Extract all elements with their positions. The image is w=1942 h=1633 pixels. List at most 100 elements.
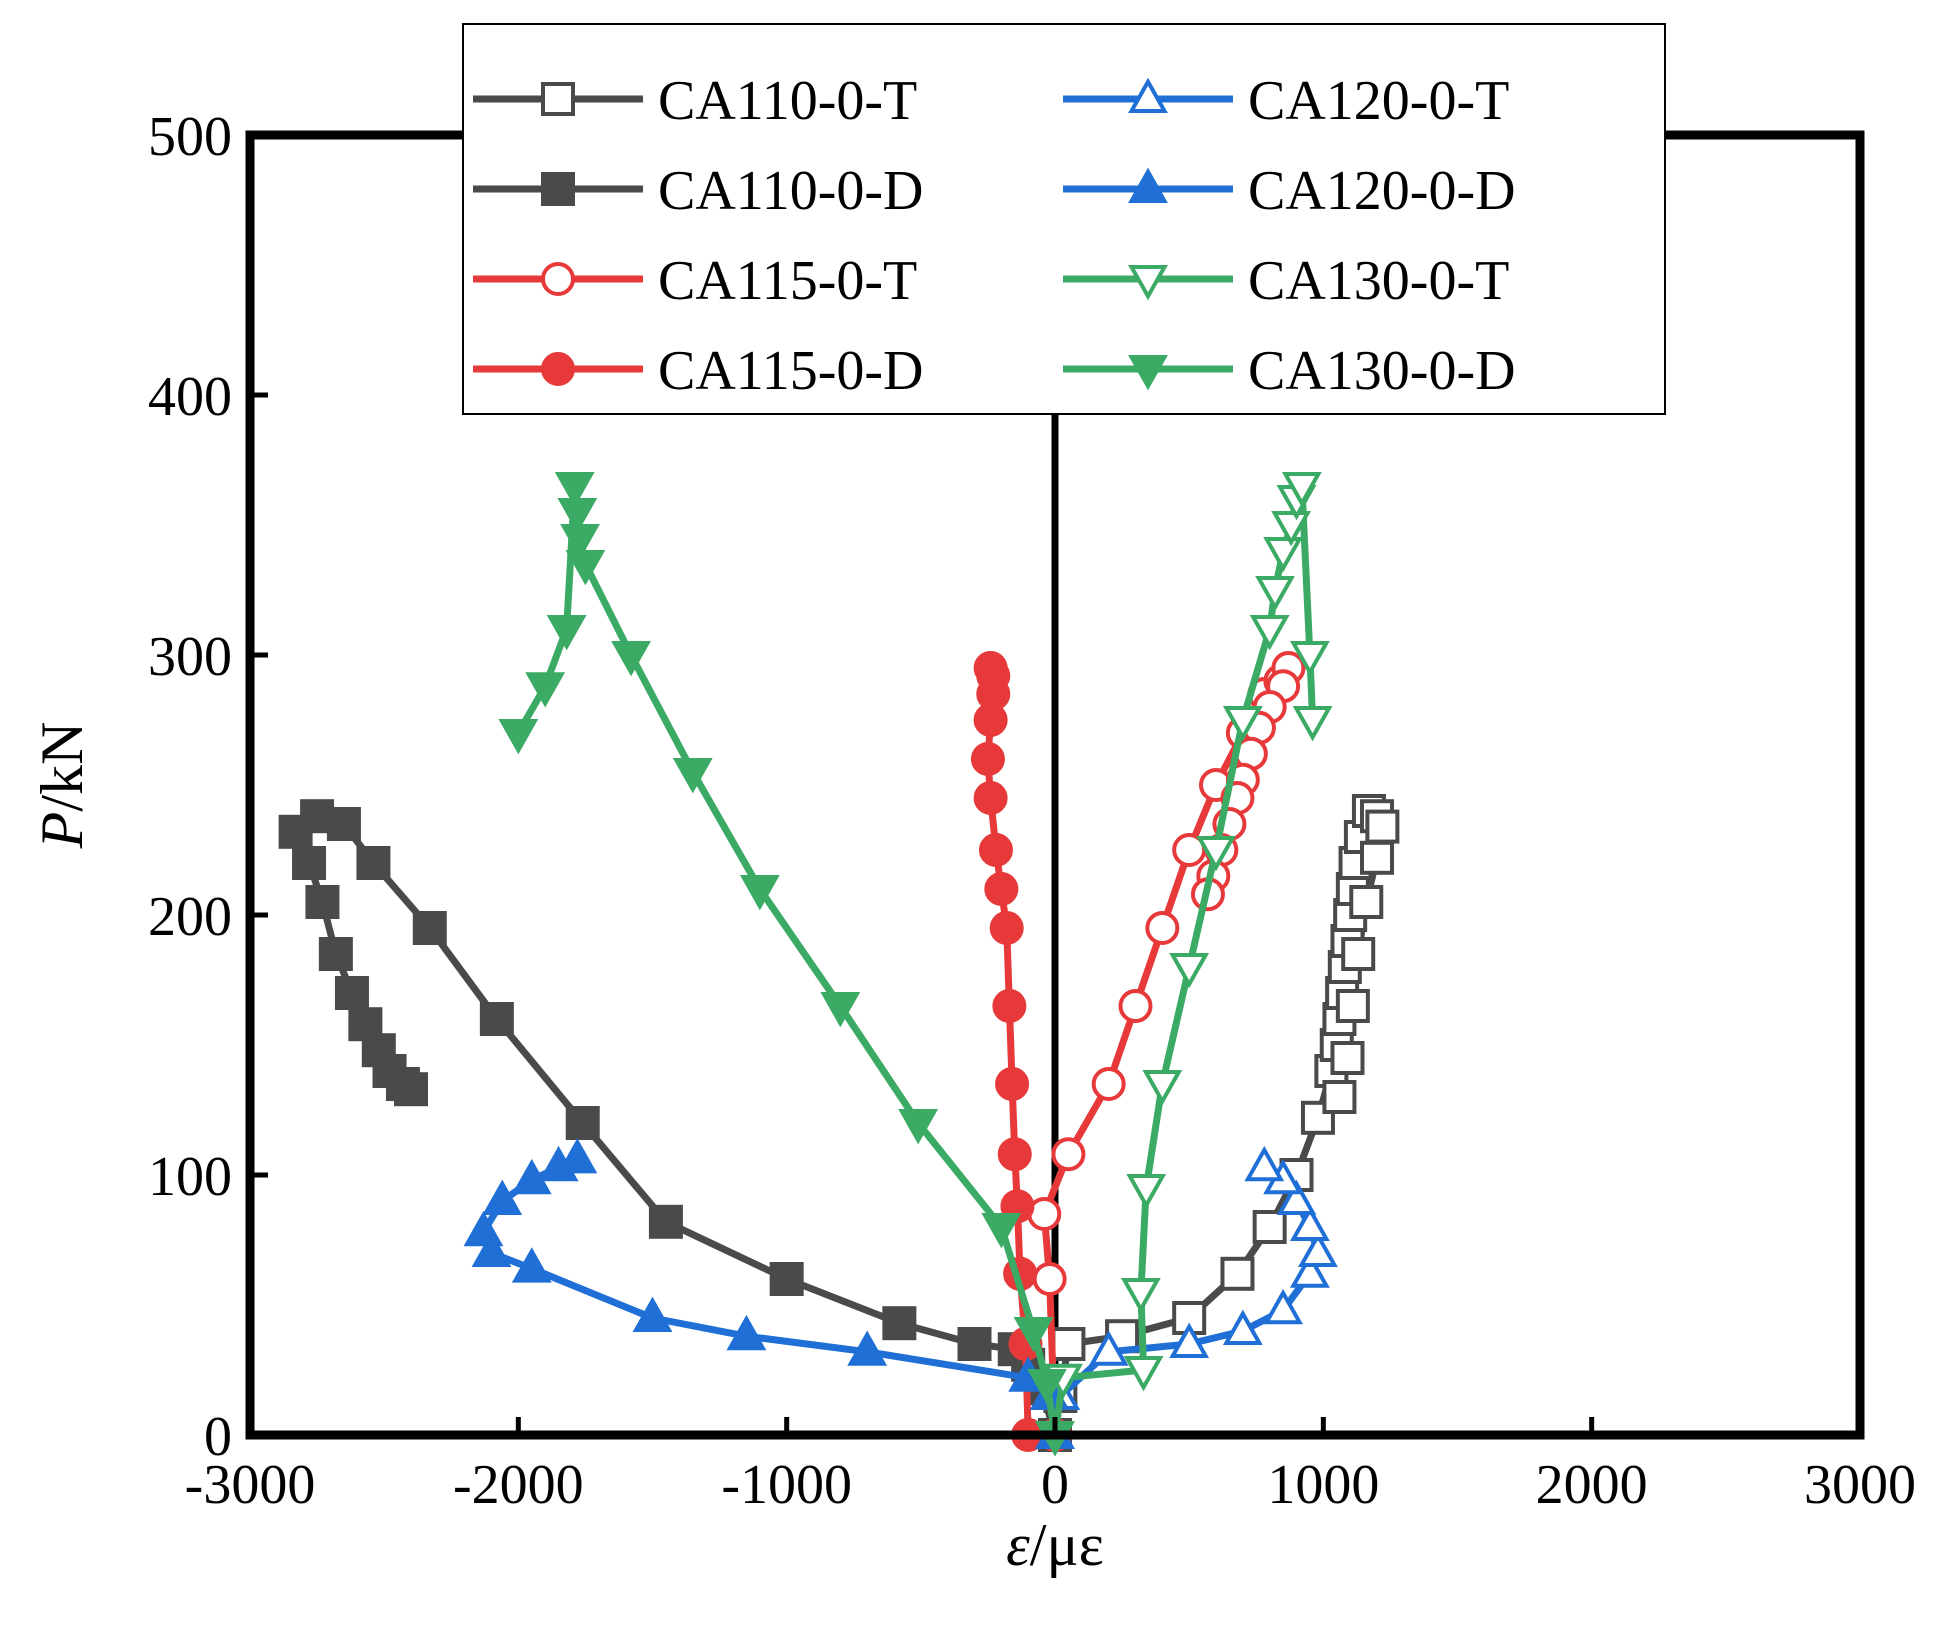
legend-label: CA115-0-D	[658, 340, 923, 402]
data-point-ca130-0-t	[1281, 472, 1322, 508]
data-point-ca110-0-d	[648, 1204, 683, 1239]
data-point-ca130-0-d	[1013, 1317, 1054, 1353]
legend-item-ca120-0-t: CA120-0-T	[1063, 70, 1509, 132]
data-point-ca130-0-t	[1289, 641, 1330, 677]
data-point-ca110-0-d	[882, 1306, 917, 1341]
y-tick-label: 100	[148, 1146, 232, 1208]
x-axis-title-unit: /με	[1030, 1512, 1104, 1578]
data-point-ca115-0-d	[995, 1067, 1030, 1101]
data-point-ca115-0-d	[997, 1137, 1032, 1172]
data-point-ca110-0-t	[1335, 989, 1370, 1023]
y-axis-title: P/kN	[29, 722, 95, 850]
axis-layer: -3000 -2000 -1000 0 1000 2000 3000 0 100 200 300 40…	[148, 106, 1916, 1516]
legend-item-ca115-0-d: CA115-0-D	[473, 340, 923, 402]
legend-label: CA110-0-D	[658, 160, 923, 222]
y-tick-label: 500	[148, 106, 232, 168]
data-point-ca115-0-d	[978, 833, 1013, 867]
data-point-ca110-0-t	[1330, 1041, 1365, 1075]
data-point-ca110-0-d	[318, 937, 353, 971]
data-point-ca110-0-d	[356, 846, 391, 880]
data-point-ca130-0-d	[1027, 1369, 1067, 1405]
data-point-ca130-0-d	[546, 615, 587, 651]
data-point-ca130-0-t	[1271, 511, 1312, 547]
data-point-ca120-0-t	[1169, 1322, 1210, 1358]
x-tick-label: 2000	[1536, 1454, 1648, 1516]
data-point-ca115-0-d	[970, 742, 1005, 776]
y-tick-label: 0	[204, 1406, 232, 1468]
data-point-ca120-0-d	[482, 1179, 523, 1215]
series-ca115-0-d	[970, 651, 1046, 1452]
legend-item-ca110-0-t: CA110-0-T	[473, 70, 917, 132]
data-point-ca110-0-t	[1220, 1256, 1255, 1291]
legend-label: CA120-0-T	[1248, 70, 1509, 132]
data-point-ca115-0-t	[1145, 911, 1180, 945]
data-point-ca115-0-t	[1091, 1067, 1126, 1101]
data-point-ca110-0-d	[278, 814, 313, 849]
data-point-ca110-0-t	[1365, 809, 1400, 844]
legend-swatch-marker	[541, 352, 575, 386]
data-point-ca120-0-d	[632, 1296, 673, 1332]
y-axis-title-unit: /kN	[29, 722, 95, 812]
data-point-ca130-0-d	[898, 1109, 939, 1145]
data-point-ca130-0-d	[820, 992, 861, 1028]
legend-swatch-marker	[1128, 355, 1168, 391]
data-point-ca115-0-t	[1051, 1137, 1086, 1172]
series-layer	[278, 472, 1400, 1457]
data-point-ca130-0-t	[1123, 1356, 1164, 1392]
data-point-ca110-0-t	[1322, 1080, 1357, 1114]
data-point-ca110-0-d	[305, 885, 340, 919]
legend-swatch-marker	[1128, 265, 1168, 301]
data-point-ca110-0-d	[412, 911, 447, 945]
data-point-ca115-0-d	[984, 872, 1019, 906]
data-point-ca115-0-d	[973, 781, 1008, 815]
x-axis-title: ε/με	[1006, 1512, 1104, 1578]
data-point-ca110-0-t	[1360, 840, 1394, 875]
data-point-ca130-0-d	[672, 758, 713, 794]
data-point-ca130-0-t	[1120, 1278, 1161, 1314]
x-tick-label: 0	[1041, 1454, 1069, 1516]
data-point-ca130-0-d	[611, 641, 651, 677]
data-point-ca110-0-d	[565, 1106, 600, 1140]
legend-label: CA130-0-T	[1248, 250, 1509, 312]
series-ca115-0-t	[1027, 651, 1306, 1452]
data-point-ca130-0-d	[565, 550, 606, 586]
data-point-ca130-0-d	[554, 472, 595, 508]
data-point-ca120-0-t	[1088, 1330, 1129, 1366]
data-point-ca130-0-d	[525, 672, 566, 708]
data-point-ca115-0-d	[992, 989, 1027, 1023]
legend-item-ca120-0-d: CA120-0-D	[1063, 160, 1516, 222]
data-point-ca110-0-d	[769, 1262, 804, 1296]
legend-item-ca130-0-d: CA130-0-D	[1063, 340, 1516, 402]
legend-label: CA130-0-D	[1248, 340, 1516, 402]
x-tick-label: 1000	[1267, 1454, 1379, 1516]
legend-label: CA110-0-T	[658, 70, 917, 132]
data-point-ca130-0-t	[1142, 1070, 1183, 1106]
data-point-ca120-0-d	[511, 1247, 552, 1283]
data-point-ca130-0-t	[1169, 953, 1210, 989]
x-tick-label: -3000	[185, 1454, 316, 1516]
data-point-ca110-0-t	[1349, 885, 1384, 919]
data-point-ca120-0-t	[1263, 1288, 1304, 1325]
y-tick-label: 400	[148, 366, 232, 428]
legend: CA110-0-T CA110-0-D CA115-0-T CA115-0-D CA12…	[462, 23, 1666, 415]
data-point-ca110-0-d	[394, 1072, 428, 1107]
data-point-ca115-0-t	[1032, 1262, 1067, 1296]
data-point-ca120-0-t	[1289, 1252, 1330, 1288]
y-tick-label: 300	[148, 626, 232, 688]
x-tick-label: -1000	[721, 1454, 852, 1516]
data-point-ca130-0-t	[1292, 706, 1333, 742]
legend-swatch-marker	[541, 172, 575, 206]
legend-box	[462, 23, 1666, 415]
legend-swatch-marker	[541, 82, 575, 116]
data-point-ca120-0-d	[463, 1210, 504, 1247]
data-point-ca120-0-d	[557, 1138, 598, 1174]
data-point-ca120-0-d	[511, 1158, 552, 1195]
x-tick-label: 3000	[1804, 1454, 1916, 1516]
x-axis-title-symbol: ε	[1006, 1512, 1030, 1578]
legend-swatch-marker	[1128, 77, 1168, 113]
data-point-ca130-0-t	[1126, 1174, 1167, 1210]
data-point-ca130-0-d	[739, 875, 780, 911]
y-tick-label: 200	[148, 886, 232, 948]
data-point-ca120-0-t	[1222, 1309, 1263, 1345]
